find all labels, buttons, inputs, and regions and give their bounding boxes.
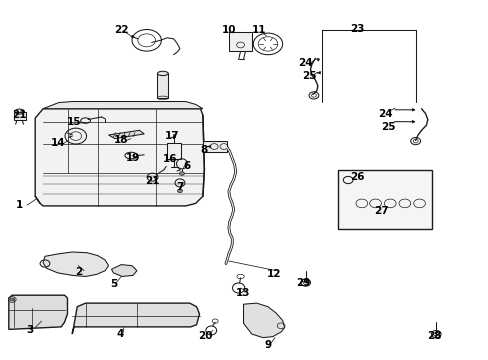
Bar <box>203 141 227 152</box>
Bar <box>14 112 26 120</box>
Text: 1: 1 <box>16 200 23 210</box>
Text: 27: 27 <box>373 206 388 216</box>
Ellipse shape <box>157 71 168 76</box>
Text: 11: 11 <box>251 24 266 35</box>
Text: 20: 20 <box>198 330 212 341</box>
Bar <box>228 32 252 51</box>
Text: 3: 3 <box>27 325 34 336</box>
Bar <box>338 170 431 229</box>
Text: 6: 6 <box>183 161 190 171</box>
Text: 21: 21 <box>12 110 27 120</box>
Text: 24: 24 <box>377 109 392 120</box>
Text: 10: 10 <box>221 24 236 35</box>
Text: 25: 25 <box>301 71 316 81</box>
Text: 12: 12 <box>266 269 281 279</box>
Polygon shape <box>43 102 203 109</box>
Polygon shape <box>43 252 108 276</box>
Circle shape <box>177 189 182 193</box>
Text: 14: 14 <box>50 138 65 148</box>
Text: 25: 25 <box>381 122 395 132</box>
Text: 15: 15 <box>67 117 81 127</box>
Text: 22: 22 <box>114 24 128 35</box>
Text: 17: 17 <box>164 131 179 141</box>
Text: 16: 16 <box>163 154 177 164</box>
Polygon shape <box>35 109 204 206</box>
Text: 2: 2 <box>76 267 82 277</box>
Circle shape <box>179 172 184 175</box>
Text: 5: 5 <box>110 279 117 289</box>
Text: 19: 19 <box>125 153 140 163</box>
Bar <box>157 73 168 98</box>
Text: 26: 26 <box>349 172 364 182</box>
Text: 8: 8 <box>201 145 207 156</box>
Text: 21: 21 <box>145 176 160 186</box>
Polygon shape <box>355 192 424 215</box>
Polygon shape <box>243 303 284 338</box>
Text: 24: 24 <box>298 58 312 68</box>
Text: 23: 23 <box>349 24 364 34</box>
Polygon shape <box>111 265 137 276</box>
Text: 4: 4 <box>116 329 123 339</box>
Text: 28: 28 <box>426 330 441 341</box>
Bar <box>167 143 181 159</box>
Text: 7: 7 <box>176 182 183 192</box>
Circle shape <box>10 298 14 301</box>
Text: 18: 18 <box>114 135 128 145</box>
Text: 9: 9 <box>264 340 271 350</box>
Text: 29: 29 <box>295 278 310 288</box>
Polygon shape <box>9 295 67 329</box>
Text: 13: 13 <box>236 288 250 298</box>
Polygon shape <box>72 303 199 334</box>
Polygon shape <box>108 130 144 139</box>
